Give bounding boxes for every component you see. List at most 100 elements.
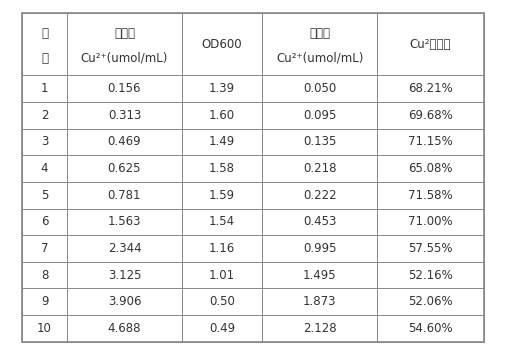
- Text: 1.49: 1.49: [209, 136, 235, 148]
- Bar: [377, 288, 483, 315]
- Text: 0.50: 0.50: [209, 295, 235, 308]
- Text: 2.344: 2.344: [108, 242, 141, 255]
- Text: 52.16%: 52.16%: [408, 269, 452, 282]
- Text: 0.156: 0.156: [108, 82, 141, 95]
- Bar: [67, 182, 182, 208]
- Bar: [262, 262, 377, 288]
- Bar: [67, 102, 182, 129]
- Text: 上清液: 上清液: [309, 27, 330, 40]
- Text: 0.995: 0.995: [302, 242, 336, 255]
- Text: 1.59: 1.59: [209, 189, 235, 202]
- Bar: [377, 75, 483, 102]
- Text: 0.625: 0.625: [108, 162, 141, 175]
- Text: 71.15%: 71.15%: [408, 136, 452, 148]
- Text: 54.60%: 54.60%: [408, 322, 452, 335]
- Bar: [262, 208, 377, 235]
- Text: 6: 6: [41, 215, 48, 228]
- Text: 培养基: 培养基: [114, 27, 135, 40]
- Bar: [182, 262, 262, 288]
- Bar: [262, 102, 377, 129]
- Bar: [262, 315, 377, 342]
- Bar: [22, 75, 67, 102]
- Bar: [182, 155, 262, 182]
- Bar: [182, 288, 262, 315]
- Bar: [67, 13, 182, 75]
- Text: 0.222: 0.222: [302, 189, 336, 202]
- Bar: [182, 102, 262, 129]
- Text: 0.050: 0.050: [302, 82, 336, 95]
- Text: 1: 1: [41, 82, 48, 95]
- Bar: [377, 13, 483, 75]
- Text: 71.00%: 71.00%: [408, 215, 452, 228]
- Bar: [377, 182, 483, 208]
- Bar: [377, 155, 483, 182]
- Bar: [182, 235, 262, 262]
- Bar: [377, 235, 483, 262]
- Text: 0.135: 0.135: [302, 136, 336, 148]
- Bar: [377, 315, 483, 342]
- Bar: [262, 75, 377, 102]
- Text: 65.08%: 65.08%: [408, 162, 452, 175]
- Bar: [67, 208, 182, 235]
- Bar: [22, 288, 67, 315]
- Bar: [182, 208, 262, 235]
- Text: Cu²⁺(umol/mL): Cu²⁺(umol/mL): [81, 51, 168, 65]
- Bar: [262, 155, 377, 182]
- Text: 3: 3: [41, 136, 48, 148]
- Bar: [262, 13, 377, 75]
- Text: Cu²吸收率: Cu²吸收率: [409, 38, 450, 51]
- Text: 71.58%: 71.58%: [408, 189, 452, 202]
- Text: 0.095: 0.095: [302, 109, 336, 122]
- Text: 4: 4: [41, 162, 48, 175]
- Text: 10: 10: [37, 322, 52, 335]
- Text: 1.60: 1.60: [209, 109, 235, 122]
- Text: 9: 9: [41, 295, 48, 308]
- Bar: [22, 129, 67, 155]
- Text: 0.469: 0.469: [108, 136, 141, 148]
- Text: 8: 8: [41, 269, 48, 282]
- Bar: [182, 129, 262, 155]
- Text: 1.563: 1.563: [108, 215, 141, 228]
- Text: 57.55%: 57.55%: [408, 242, 452, 255]
- Bar: [182, 75, 262, 102]
- Text: 0.313: 0.313: [108, 109, 141, 122]
- Bar: [22, 208, 67, 235]
- Bar: [67, 129, 182, 155]
- Text: OD600: OD600: [201, 38, 242, 51]
- Bar: [182, 182, 262, 208]
- Text: 2.128: 2.128: [302, 322, 336, 335]
- Text: 3.906: 3.906: [108, 295, 141, 308]
- Bar: [67, 315, 182, 342]
- Bar: [182, 315, 262, 342]
- Bar: [377, 129, 483, 155]
- Text: 5: 5: [41, 189, 48, 202]
- Text: 7: 7: [41, 242, 48, 255]
- Text: 1.495: 1.495: [302, 269, 336, 282]
- Bar: [67, 235, 182, 262]
- Text: 1.01: 1.01: [209, 269, 235, 282]
- Bar: [377, 262, 483, 288]
- Bar: [182, 13, 262, 75]
- Text: 68.21%: 68.21%: [408, 82, 452, 95]
- Bar: [262, 235, 377, 262]
- Text: 69.68%: 69.68%: [408, 109, 452, 122]
- Bar: [377, 102, 483, 129]
- Text: 3.125: 3.125: [108, 269, 141, 282]
- Bar: [22, 235, 67, 262]
- Text: Cu²⁺(umol/mL): Cu²⁺(umol/mL): [276, 51, 363, 65]
- Bar: [262, 182, 377, 208]
- Text: 2: 2: [41, 109, 48, 122]
- Text: 编: 编: [41, 27, 48, 40]
- Bar: [22, 155, 67, 182]
- Bar: [22, 13, 67, 75]
- Bar: [22, 315, 67, 342]
- Bar: [22, 262, 67, 288]
- Text: 0.781: 0.781: [108, 189, 141, 202]
- Bar: [262, 288, 377, 315]
- Text: 1.16: 1.16: [209, 242, 235, 255]
- Bar: [67, 288, 182, 315]
- Bar: [67, 155, 182, 182]
- Text: 52.06%: 52.06%: [408, 295, 452, 308]
- Text: 0.49: 0.49: [209, 322, 235, 335]
- Text: 1.54: 1.54: [209, 215, 235, 228]
